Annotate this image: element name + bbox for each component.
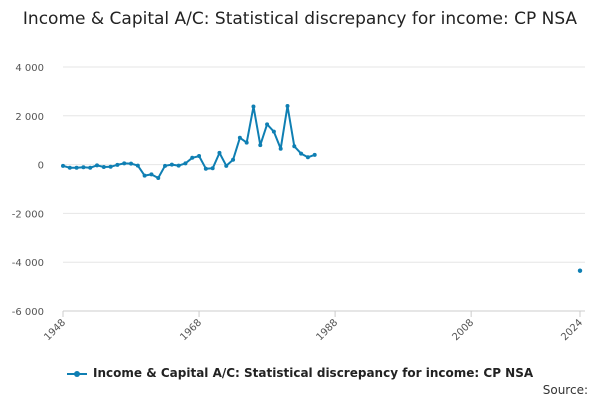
y-tick-label: -4 000 <box>12 258 44 269</box>
x-tick-label: 2008 <box>451 317 477 343</box>
x-tick-label: 2024 <box>559 317 585 343</box>
chart-title: Income & Capital A/C: Statistical discre… <box>22 9 578 29</box>
data-point[interactable] <box>169 162 174 167</box>
y-tick-label: 0 <box>38 161 44 172</box>
data-point[interactable] <box>312 152 317 157</box>
data-point[interactable] <box>285 104 290 109</box>
data-point[interactable] <box>577 268 583 273</box>
series-line <box>62 105 316 179</box>
data-point[interactable] <box>149 172 154 177</box>
y-axis-tick-labels: 4 000 2 000 0 -2 000 -4 000 -6 000 <box>12 63 44 318</box>
data-point[interactable] <box>190 155 195 160</box>
data-point[interactable] <box>142 173 147 178</box>
legend-label: Income & Capital A/C: Statistical discre… <box>93 366 534 380</box>
data-point[interactable] <box>135 163 140 168</box>
data-point[interactable] <box>115 162 120 167</box>
data-point[interactable] <box>156 176 161 181</box>
data-point[interactable] <box>251 104 256 109</box>
y-tick-label: -6 000 <box>12 307 44 318</box>
x-tick-label: 1948 <box>42 317 68 343</box>
data-point[interactable] <box>224 163 229 168</box>
data-point[interactable] <box>129 161 134 166</box>
data-point[interactable] <box>203 166 208 171</box>
data-point[interactable] <box>305 155 310 160</box>
data-point[interactable] <box>163 163 168 168</box>
data-point[interactable] <box>237 135 242 140</box>
data-point[interactable] <box>278 146 283 151</box>
data-point[interactable] <box>101 165 106 170</box>
data-point[interactable] <box>74 165 79 170</box>
data-point[interactable] <box>299 151 304 156</box>
data-point[interactable] <box>81 165 86 170</box>
data-point[interactable] <box>210 166 215 171</box>
data-point[interactable] <box>61 163 65 168</box>
data-point[interactable] <box>265 122 270 127</box>
data-point[interactable] <box>217 150 222 155</box>
data-point[interactable] <box>231 157 236 162</box>
legend[interactable]: Income & Capital A/C: Statistical discre… <box>0 366 600 380</box>
data-point[interactable] <box>197 154 202 159</box>
data-point[interactable] <box>95 163 100 168</box>
source-label: Source: <box>542 383 588 397</box>
data-point[interactable] <box>244 140 249 145</box>
data-point[interactable] <box>183 161 188 166</box>
x-axis <box>62 310 585 317</box>
legend-line-marker-icon <box>66 369 87 379</box>
x-axis-tick-labels: 1948 1968 1988 2008 2024 <box>42 317 585 343</box>
grid-lines <box>63 66 585 312</box>
data-point[interactable] <box>88 165 93 170</box>
data-point[interactable] <box>122 161 127 166</box>
data-point[interactable] <box>108 164 113 169</box>
series-layer <box>61 104 583 273</box>
data-point[interactable] <box>258 143 263 148</box>
data-point[interactable] <box>271 129 276 134</box>
data-point[interactable] <box>292 144 297 149</box>
data-point[interactable] <box>67 165 72 170</box>
y-tick-label: 2 000 <box>15 112 44 123</box>
x-tick-label: 1988 <box>314 317 340 343</box>
y-tick-label: -2 000 <box>12 209 44 220</box>
y-tick-label: 4 000 <box>15 63 44 74</box>
data-point[interactable] <box>176 163 181 168</box>
x-tick-label: 1968 <box>178 317 204 343</box>
